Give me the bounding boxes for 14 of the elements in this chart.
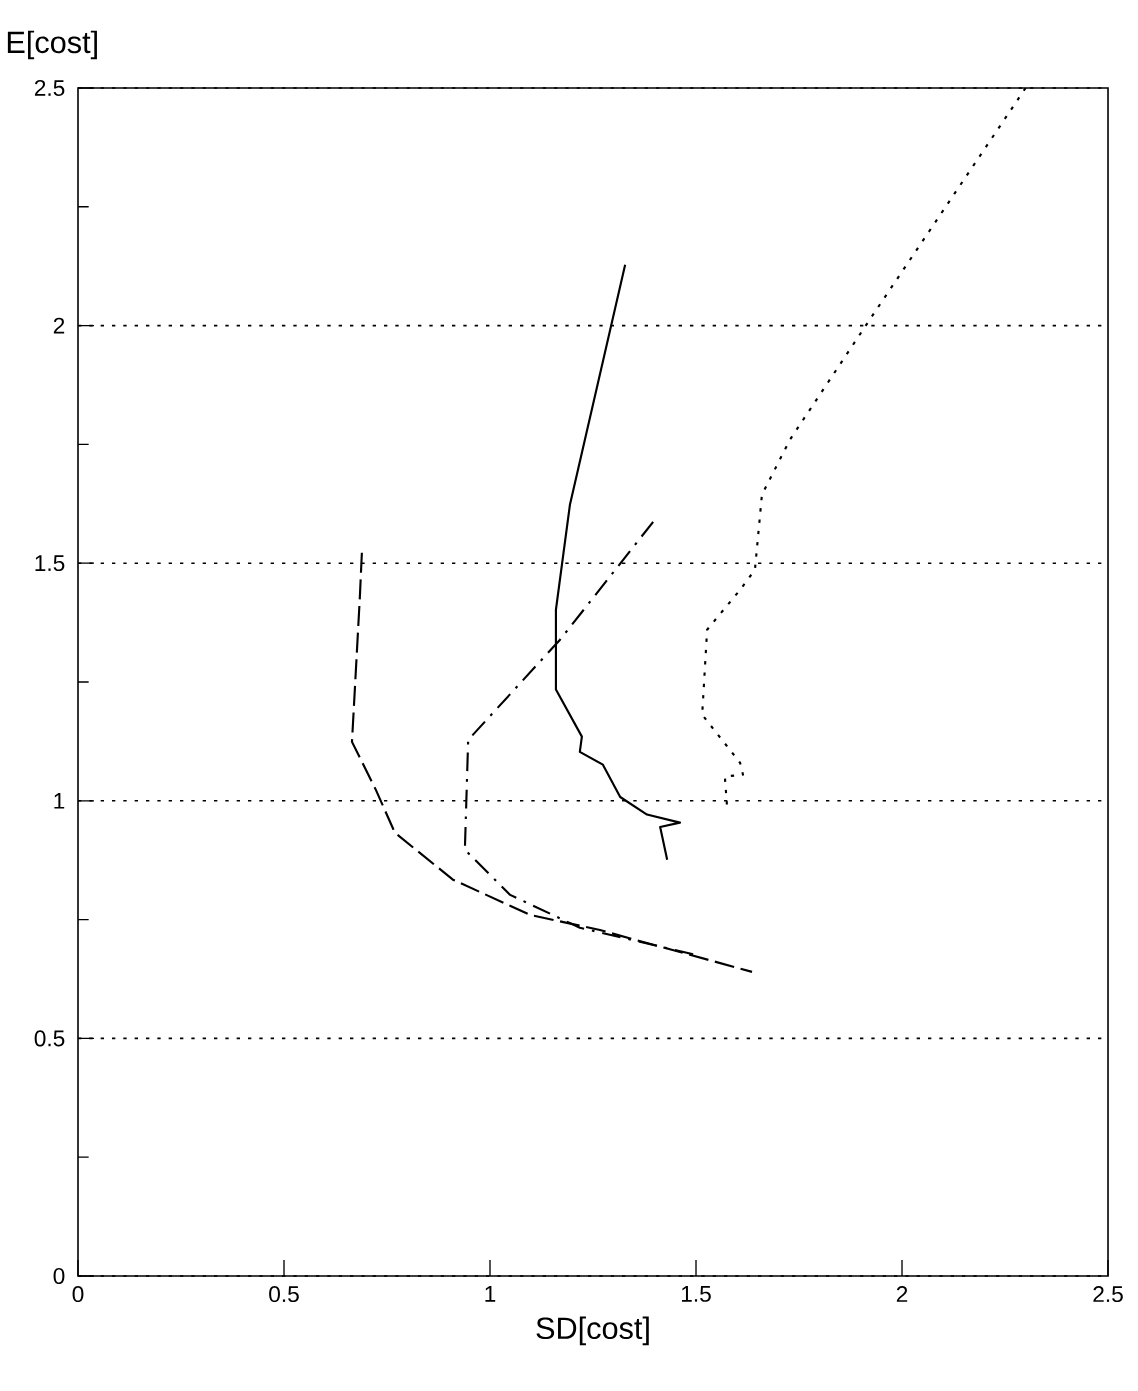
y-axis-title: E[cost] [7, 30, 97, 60]
x-axis-title: SD[cost] [536, 1316, 649, 1346]
y-tick-label: 1 [54, 792, 65, 809]
x-tick-label: 0 [72, 1286, 84, 1303]
x-tick-label: 2 [896, 1286, 908, 1302]
x-tick-label: 0.5 [269, 1286, 299, 1303]
y-tick-label: 0 [53, 1267, 65, 1285]
y-tick-label: 0.5 [34, 1030, 65, 1047]
x-tick-label: 1.5 [681, 1286, 711, 1302]
y-tick-label: 2 [53, 317, 65, 334]
y-tick-label: 1.5 [35, 555, 65, 572]
y-tick-label: 2.5 [34, 79, 65, 97]
x-tick-label: 1 [485, 1286, 496, 1302]
x-tick-label: 2.5 [1093, 1286, 1123, 1303]
